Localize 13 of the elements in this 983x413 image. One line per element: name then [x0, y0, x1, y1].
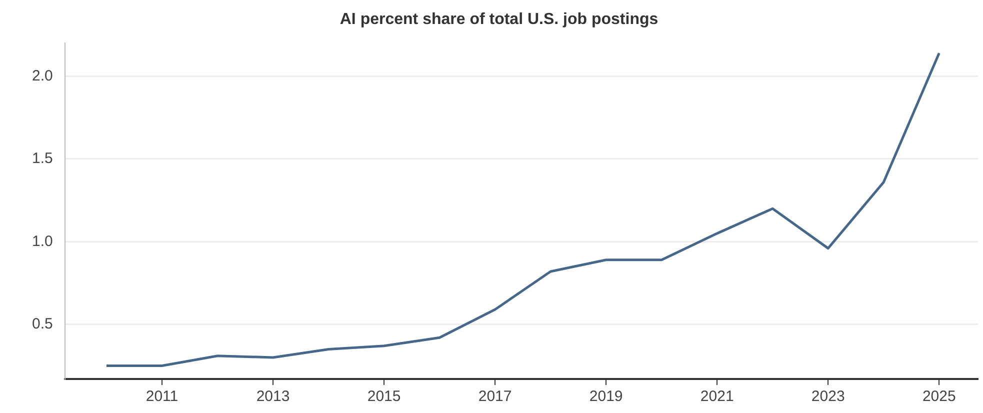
x-tick-label: 2019 — [589, 388, 623, 406]
x-tick-label: 2025 — [922, 388, 956, 406]
y-tick-label: 1.5 — [32, 150, 53, 168]
x-tick-label: 2017 — [478, 388, 512, 406]
x-tick-label: 2013 — [256, 388, 290, 406]
y-tick-label: 0.5 — [32, 316, 53, 333]
x-tick-label: 2021 — [700, 388, 734, 406]
x-tick-label: 2011 — [146, 388, 178, 406]
y-tick-label: 1.0 — [32, 232, 53, 250]
x-tick-label: 2015 — [367, 388, 401, 406]
chart-title: AI percent share of total U.S. job postings — [340, 11, 658, 28]
y-tick-label: 2.0 — [32, 67, 53, 84]
x-tick-label: 2023 — [811, 388, 845, 406]
